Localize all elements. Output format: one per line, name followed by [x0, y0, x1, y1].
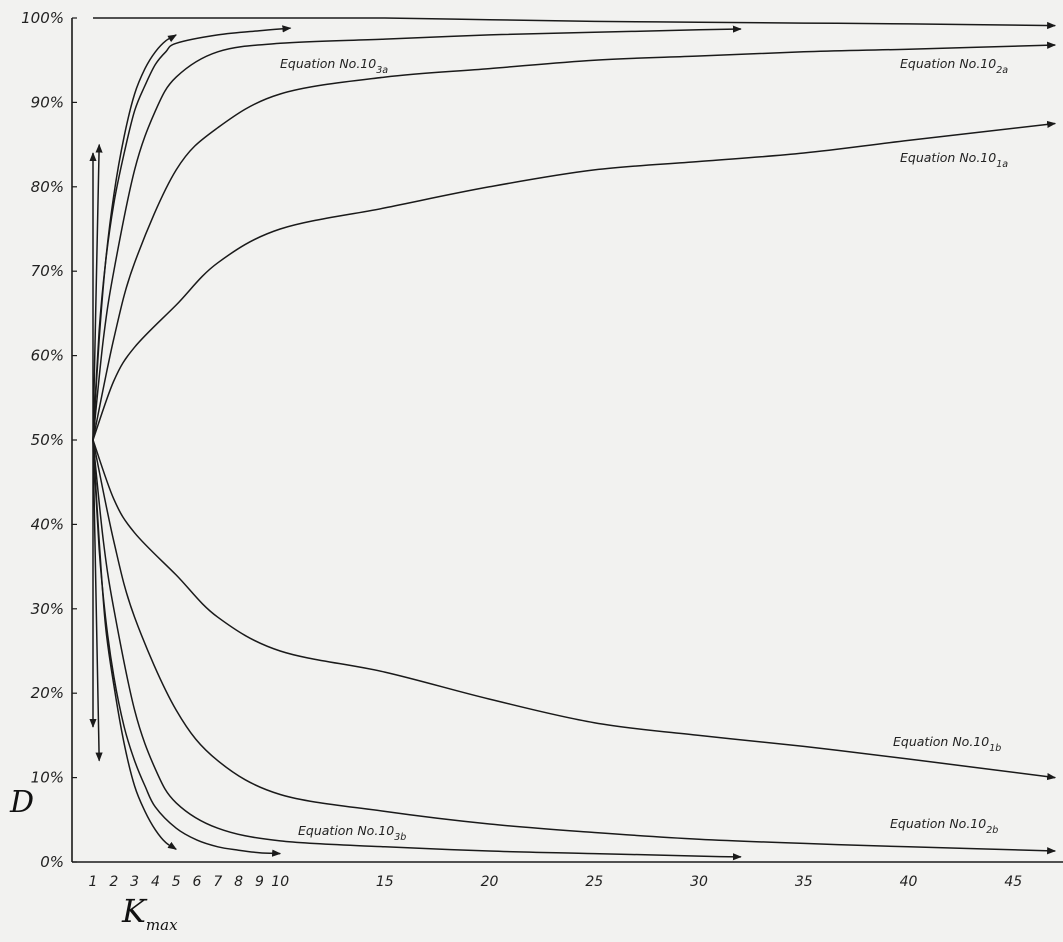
curve-label-2a: Equation No.102a: [900, 56, 1008, 76]
x-tick-label: 8: [234, 874, 243, 890]
curve-label-subscript: 2a: [996, 65, 1008, 76]
series-line-unlabeled-4: [92, 25, 292, 441]
series-line-1b: [92, 439, 1057, 781]
curve-label-3a: Equation No.103a: [280, 56, 388, 76]
curve-label-text: Equation No.10: [298, 823, 394, 838]
curve-label-text: Equation No.10: [900, 150, 996, 165]
curve-label-subscript: 3b: [394, 832, 406, 843]
curve-label-2b: Equation No.102b: [890, 816, 998, 836]
y-tick-label: 50%: [31, 431, 64, 449]
x-axis-title-main: K: [121, 892, 148, 930]
curve-label-3b: Equation No.103b: [298, 823, 406, 843]
y-axis-title: D: [9, 785, 34, 820]
curve-label-1b: Equation No.101b: [893, 734, 1001, 754]
series-line-2b: [92, 439, 1057, 855]
y-tick-label: 90%: [31, 93, 64, 111]
series-line-3b: [92, 439, 742, 861]
series-line-3a: [92, 25, 742, 441]
series-line-unlabeled-13: [92, 439, 177, 850]
x-tick-label: 5: [172, 874, 181, 890]
curve-label-text: Equation No.10: [893, 734, 989, 749]
x-tick-label: 10: [271, 874, 289, 890]
series-line-unlabeled-5: [92, 34, 177, 441]
x-tick-label: 20: [481, 874, 499, 890]
x-tick-label: 25: [585, 874, 603, 890]
x-tick-label: 45: [1004, 874, 1022, 890]
x-tick-label: 15: [376, 874, 394, 890]
series-line-unlabeled-6: [93, 17, 1057, 30]
y-tick-label: 40%: [31, 515, 64, 533]
x-tick-label: 9: [255, 874, 264, 890]
x-tick-label: 7: [213, 874, 222, 890]
x-tick-label: 40: [900, 874, 918, 890]
x-axis-title-sub: max: [146, 916, 178, 934]
curve-label-subscript: 1b: [989, 743, 1001, 754]
x-tick-label: 30: [690, 874, 708, 890]
tick-labels: 0%10%20%30%40%50%60%70%80%90%100%1 2 3 4 5 6 7…: [21, 9, 1022, 890]
y-tick-label: 60%: [31, 347, 64, 365]
x-tick-label: 4: [151, 874, 160, 890]
x-tick-label: 6: [193, 874, 202, 890]
y-tick-label: 0%: [40, 853, 64, 871]
y-tick-label: 80%: [31, 178, 64, 196]
y-tick-label: 30%: [31, 600, 64, 618]
curve-label-subscript: 1a: [996, 159, 1008, 170]
curve-label-text: Equation No.10: [890, 816, 986, 831]
series-line-2a: [92, 41, 1057, 441]
series-lines: [89, 17, 1057, 861]
y-tick-label: 100%: [21, 9, 64, 27]
x-tick-label: 3: [130, 874, 139, 890]
x-axis-title: Kmax: [121, 892, 178, 934]
y-tick-label: 10%: [31, 769, 64, 787]
x-tick-label: 2: [109, 874, 118, 890]
curve-label-subscript: 2b: [986, 825, 998, 836]
y-tick-label: 70%: [31, 262, 64, 280]
series-line-1a: [92, 120, 1057, 441]
curve-label-subscript: 3a: [376, 65, 388, 76]
x-tick-label: 35: [795, 874, 813, 890]
curve-label-text: Equation No.10: [280, 56, 376, 71]
y-tick-label: 20%: [31, 684, 64, 702]
curve-label-1a: Equation No.101a: [900, 150, 1008, 170]
x-tick-label: 1: [89, 874, 98, 890]
axis-titles: D Kmax: [9, 785, 178, 934]
curve-label-text: Equation No.10: [900, 56, 996, 71]
